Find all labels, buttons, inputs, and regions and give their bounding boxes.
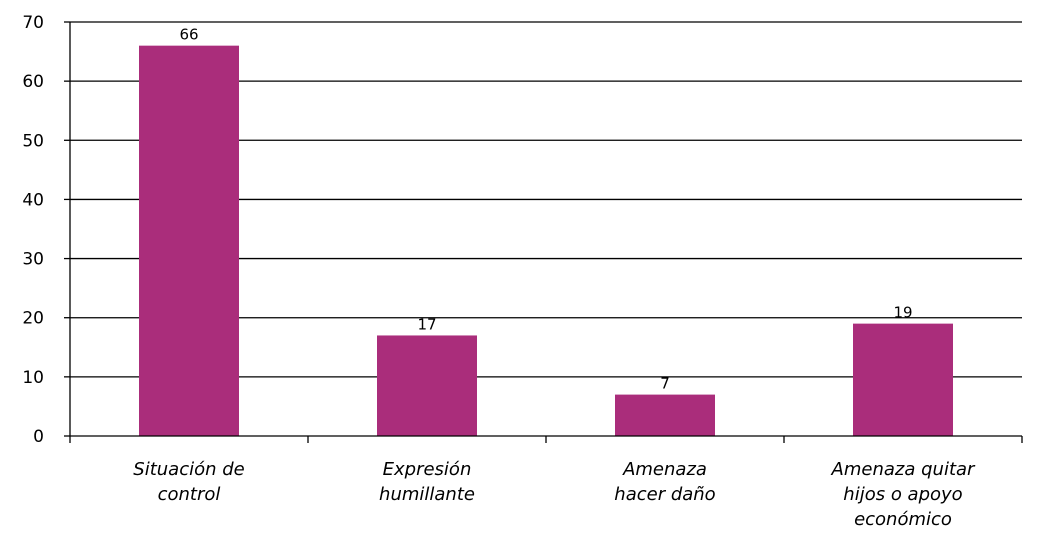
bars [139,45,953,437]
y-tick-label: 60 [22,72,44,92]
x-tick-label: económico [854,509,952,530]
y-tick-label: 10 [22,368,44,388]
x-tick-label: Amenaza quitar [831,459,976,480]
y-tick-label: 70 [22,13,44,33]
x-tick-label: Amenaza [622,459,707,480]
bar [853,323,953,436]
axes [69,22,1023,443]
x-tick-label: humillante [379,484,475,505]
data-label: 17 [417,315,436,333]
y-tick-label: 20 [22,309,44,329]
x-tick-label: control [158,484,221,505]
bar [139,45,239,437]
y-tick-label: 50 [22,131,44,151]
x-tick-label: Expresión [383,459,472,480]
x-tick-label: Situación de [133,459,244,480]
y-tick-label: 0 [33,427,44,447]
bar [615,394,715,436]
x-tick-label: hacer daño [614,484,715,505]
labels: 0 10 20 30 40 50 60 70 66 Situación de control 17 Ex… [22,13,976,530]
data-label: 66 [179,26,198,44]
y-tick-label: 30 [22,250,44,270]
x-tick-label: hijos o apoyo [843,484,962,505]
bar [377,335,477,436]
data-label: 7 [660,375,670,393]
y-tick-label: 40 [22,190,44,210]
data-label: 19 [893,304,912,322]
